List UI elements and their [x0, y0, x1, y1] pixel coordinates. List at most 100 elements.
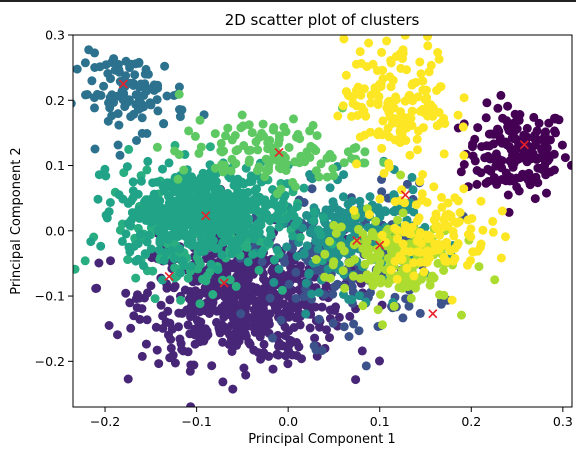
scatter-point — [394, 283, 404, 293]
scatter-point — [406, 247, 415, 257]
scatter-point — [133, 290, 142, 300]
scatter-point — [103, 116, 113, 126]
scatter-point — [90, 103, 99, 113]
scatter-point — [417, 76, 427, 86]
scatter-point — [50, 123, 59, 132]
scatter-point — [329, 171, 339, 181]
scatter-point — [114, 190, 124, 200]
y-tick-label: −0.2 — [35, 354, 65, 369]
scatter-point — [91, 284, 101, 293]
scatter-point — [371, 216, 381, 226]
scatter-point — [164, 158, 174, 168]
scatter-point — [90, 63, 100, 72]
scatter-point — [295, 158, 304, 168]
scatter-point — [164, 191, 173, 201]
scatter-point — [311, 166, 321, 176]
scatter-point — [245, 155, 254, 165]
scatter-point — [299, 292, 309, 302]
scatter-point — [189, 360, 199, 370]
scatter-point — [368, 281, 378, 291]
scatter-point — [170, 210, 180, 220]
scatter-point — [268, 364, 278, 374]
scatter-point — [490, 275, 500, 285]
scatter-point — [276, 164, 286, 174]
scatter-point — [220, 287, 229, 297]
scatter-point — [503, 101, 513, 111]
scatter-point — [183, 273, 193, 283]
x-axis-ticks: −0.2 −0.1 0.0 0.1 0.2 0.3 — [90, 407, 573, 429]
scatter-point — [219, 146, 229, 156]
scatter-point — [398, 239, 408, 249]
scatter-point — [169, 254, 179, 264]
scatter-point — [247, 321, 257, 331]
scatter-point — [309, 207, 319, 217]
scatter-point — [46, 82, 55, 91]
scatter-point — [501, 232, 510, 242]
scatter-point — [344, 332, 354, 341]
scatter-point — [105, 198, 115, 207]
scatter-point — [459, 151, 469, 160]
scatter-point — [227, 241, 237, 251]
x-tick-label: −0.1 — [181, 414, 211, 429]
scatter-point — [176, 295, 186, 305]
scatter-point — [132, 303, 142, 313]
scatter-point — [120, 102, 130, 112]
scatter-point — [233, 224, 243, 233]
scatter-point — [113, 140, 123, 150]
scatter-point — [223, 123, 233, 133]
scatter-point — [333, 111, 343, 121]
scatter-point — [224, 340, 234, 349]
scatter-point — [362, 62, 372, 72]
plot-frame — [72, 34, 573, 408]
scatter-point — [413, 247, 422, 257]
scatter-point — [347, 111, 356, 121]
scatter-point — [392, 274, 402, 284]
scatter-point — [400, 198, 410, 208]
scatter-point — [314, 288, 324, 298]
scatter-point — [179, 165, 189, 175]
x-tick-label: 0.1 — [370, 414, 390, 429]
scatter-point — [279, 122, 289, 132]
scatter-point — [256, 354, 266, 364]
scatter-point — [151, 322, 161, 332]
scatter-point — [144, 230, 154, 240]
scatter-point — [532, 126, 542, 136]
scatter-point — [416, 257, 426, 267]
scatter-point — [295, 232, 305, 242]
scatter-point — [274, 131, 284, 141]
scatter-point — [223, 193, 233, 203]
scatter-point — [359, 106, 369, 116]
scatter-point — [315, 322, 324, 332]
scatter-point — [416, 69, 426, 79]
scatter-point — [511, 144, 521, 154]
scatter-point — [309, 143, 318, 153]
scatter-point — [253, 145, 263, 155]
scatter-point — [274, 222, 284, 232]
scatter-point — [409, 207, 419, 217]
scatter-point — [254, 319, 264, 329]
scatter-point — [483, 177, 493, 186]
scatter-point — [328, 318, 338, 328]
scatter-point — [468, 139, 478, 149]
scatter-point — [336, 241, 346, 251]
scatter-point — [418, 170, 428, 179]
scatter-point — [365, 192, 375, 202]
scatter-point — [423, 234, 433, 243]
scatter-point — [243, 257, 253, 267]
scatter-point — [277, 285, 287, 295]
scatter-point — [126, 323, 136, 333]
scatter-point — [491, 149, 501, 159]
scatter-point — [409, 258, 418, 268]
scatter-point — [360, 130, 370, 140]
scatter-point — [173, 174, 183, 184]
scatter-point — [472, 179, 482, 189]
scatter-point — [439, 215, 449, 225]
scatter-point — [299, 183, 309, 193]
scatter-point — [345, 216, 355, 226]
scatter-point — [113, 330, 122, 340]
scatter-point — [129, 311, 139, 321]
scatter-point — [194, 305, 204, 315]
scatter-point — [459, 93, 469, 103]
scatter-point — [148, 178, 158, 188]
scatter-point — [374, 92, 384, 102]
